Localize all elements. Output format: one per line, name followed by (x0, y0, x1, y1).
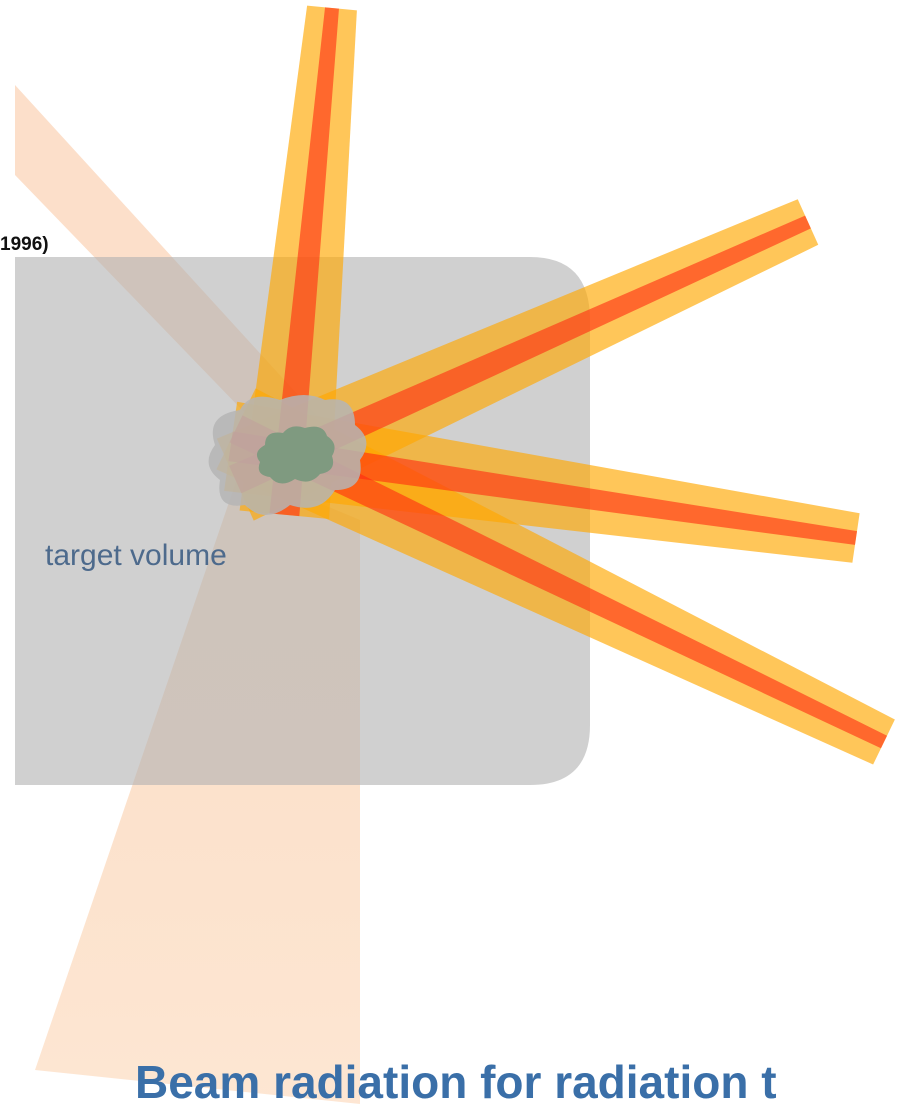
beam-core (228, 431, 858, 545)
beams (216, 5, 895, 765)
caption: Beam radiation for radiation t (135, 1056, 777, 1104)
citation: 1996) (0, 234, 49, 255)
target-label: target volume (45, 539, 227, 572)
target-core (256, 426, 335, 484)
beam-core (269, 7, 339, 517)
beam-core (229, 215, 811, 494)
beam-core (229, 415, 888, 749)
